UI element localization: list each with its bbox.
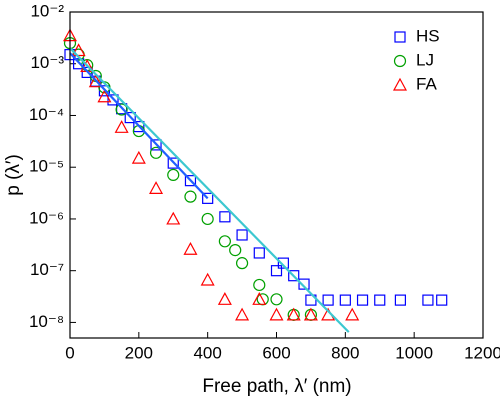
marker xyxy=(88,74,103,88)
marker xyxy=(356,294,369,306)
y-tick-label: 10⁻⁶ xyxy=(29,208,64,227)
fit-line xyxy=(69,47,350,333)
marker xyxy=(393,54,407,68)
marker xyxy=(436,294,448,306)
marker xyxy=(288,270,300,282)
legend-label: LJ xyxy=(416,50,434,69)
marker xyxy=(200,272,215,286)
marker xyxy=(394,31,406,43)
y-tick-label: 10⁻² xyxy=(30,1,64,20)
marker xyxy=(166,211,181,225)
marker xyxy=(73,58,85,70)
legend-label: HS xyxy=(416,26,440,45)
marker xyxy=(115,103,128,116)
marker xyxy=(229,243,242,257)
marker xyxy=(97,89,112,103)
legend-label: FA xyxy=(416,74,437,93)
legend: HS LJ FA xyxy=(392,26,440,93)
plot-frame xyxy=(69,11,484,339)
marker xyxy=(236,229,248,241)
y-tick-label: 10⁻³ xyxy=(30,53,64,72)
y-tick-label: 10⁻⁷ xyxy=(30,260,64,279)
marker xyxy=(167,168,180,182)
marker xyxy=(286,307,301,321)
marker xyxy=(322,294,334,306)
marker xyxy=(219,211,231,223)
y-tick-label: 10⁻⁵ xyxy=(29,157,64,176)
x-tick-label: 600 xyxy=(262,343,290,362)
x-tick-label: 200 xyxy=(125,343,153,362)
marker xyxy=(149,146,163,159)
marker xyxy=(114,120,129,133)
x-axis-title: Free path, λ′ (nm) xyxy=(202,376,351,397)
fit-line xyxy=(69,52,209,200)
marker xyxy=(303,307,318,321)
marker xyxy=(252,292,267,305)
y-axis-title: p (λ′) xyxy=(3,154,24,196)
marker xyxy=(133,120,145,133)
marker xyxy=(270,293,283,306)
marker xyxy=(184,190,197,203)
x-tick-label: 800 xyxy=(331,343,359,362)
marker xyxy=(298,278,310,290)
y-tick-label: 10⁻⁴ xyxy=(29,105,64,124)
marker xyxy=(202,192,214,204)
marker xyxy=(277,257,289,269)
x-tick-label: 0 xyxy=(65,343,74,362)
marker xyxy=(269,307,284,321)
marker xyxy=(183,241,198,255)
marker xyxy=(345,307,360,321)
marker xyxy=(374,294,386,306)
marker xyxy=(217,292,232,305)
marker xyxy=(235,307,250,321)
marker xyxy=(270,265,283,277)
marker xyxy=(201,212,214,226)
x-tick-label: 400 xyxy=(193,343,221,362)
marker xyxy=(167,157,179,169)
marker xyxy=(253,278,266,292)
marker xyxy=(253,247,265,259)
marker xyxy=(184,175,197,187)
marker xyxy=(339,294,351,306)
marker xyxy=(107,94,119,106)
marker xyxy=(218,235,231,248)
marker xyxy=(422,294,434,306)
marker xyxy=(150,139,162,151)
x-tick-label: 1000 xyxy=(395,343,433,362)
marker xyxy=(394,294,406,306)
marker xyxy=(131,150,146,164)
marker xyxy=(124,111,136,124)
marker xyxy=(392,77,408,91)
marker xyxy=(149,181,164,194)
marker xyxy=(235,257,249,270)
y-tick-label: 10⁻⁸ xyxy=(29,312,64,331)
x-tick-label: 1200 xyxy=(464,343,500,362)
